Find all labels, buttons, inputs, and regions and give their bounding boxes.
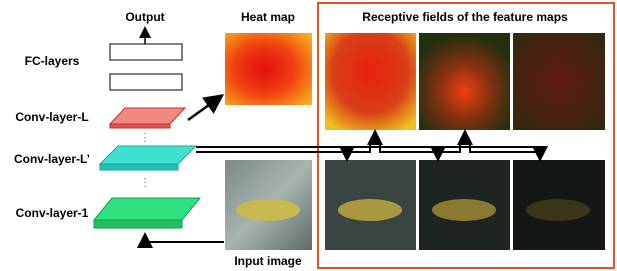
- images: [225, 3, 614, 268]
- diagram: Output Heat map Receptive fields of the …: [0, 0, 617, 271]
- conv-layer-l-prime-label: Conv-layer-L’: [14, 152, 90, 166]
- conv-layer-1-label: Conv-layer-1: [16, 206, 89, 220]
- fc-layers-label: FC-layers: [25, 54, 80, 68]
- input-image-label: Input image: [234, 254, 302, 268]
- connectors: [196, 133, 540, 158]
- receptive-fields-label: Receptive fields of the feature maps: [362, 10, 568, 24]
- output-label: Output: [125, 10, 164, 24]
- heat-map-label: Heat map: [241, 10, 295, 24]
- conv-layer-l-label: Conv-layer-L: [15, 110, 88, 124]
- network: [94, 29, 224, 242]
